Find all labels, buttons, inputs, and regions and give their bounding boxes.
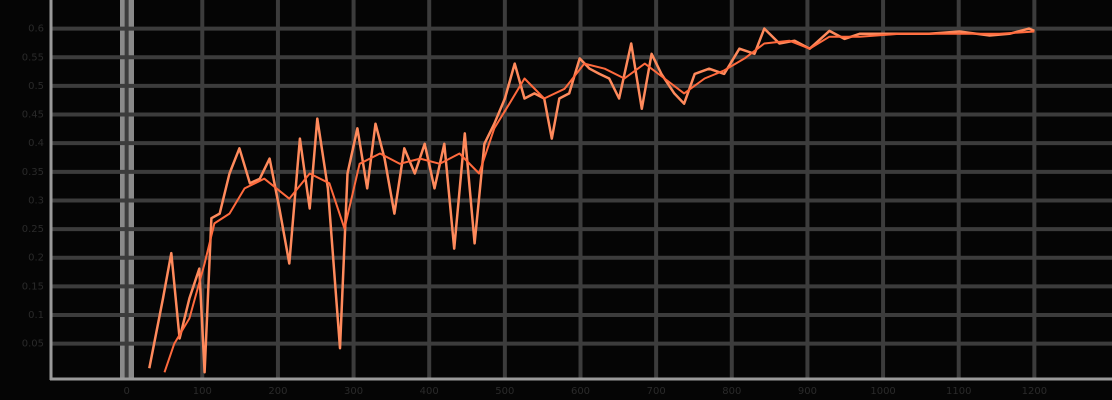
x-tick-label: 800 (722, 386, 741, 397)
y-tick-label: 0.35 (22, 167, 44, 178)
y-tick-label: 0.55 (22, 52, 44, 63)
x-tick-label: 1100 (946, 386, 971, 397)
y-tick-label: 0.25 (22, 224, 44, 235)
labels: 0.05 0.1 0.15 0.2 0.25 0.3 0.35 0.4 0.45 0.5 0.55 0… (22, 24, 1047, 397)
series-line (163, 30, 1035, 373)
x-tick-label: 900 (798, 386, 817, 397)
x-tick-label: 500 (495, 386, 514, 397)
y-tick-label: 0.3 (28, 195, 44, 206)
y-tick-label: 0.1 (28, 310, 44, 321)
y-tick-label: 0.5 (28, 81, 44, 92)
series-line (148, 27, 1035, 374)
y-tick-label: 0.15 (22, 281, 44, 292)
plot (148, 27, 1035, 374)
x-tick-label: 700 (647, 386, 666, 397)
x-tick-label: 1000 (870, 386, 895, 397)
x-tick-label: 100 (193, 386, 212, 397)
x-tick-label: 200 (268, 386, 287, 397)
grid (51, 0, 1112, 378)
y-tick-label: 0.2 (28, 253, 44, 264)
y-tick-label: 0.4 (28, 138, 44, 149)
x-tick-label: 300 (344, 386, 363, 397)
y-tick-label: 0.05 (22, 339, 44, 350)
x-tick-label: 0 (123, 386, 129, 397)
y-tick-label: 0.6 (28, 24, 44, 35)
y-tick-label: 0.45 (22, 110, 44, 121)
x-tick-label: 1200 (1022, 386, 1047, 397)
x-tick-label: 400 (420, 386, 439, 397)
x-tick-label: 600 (571, 386, 590, 397)
